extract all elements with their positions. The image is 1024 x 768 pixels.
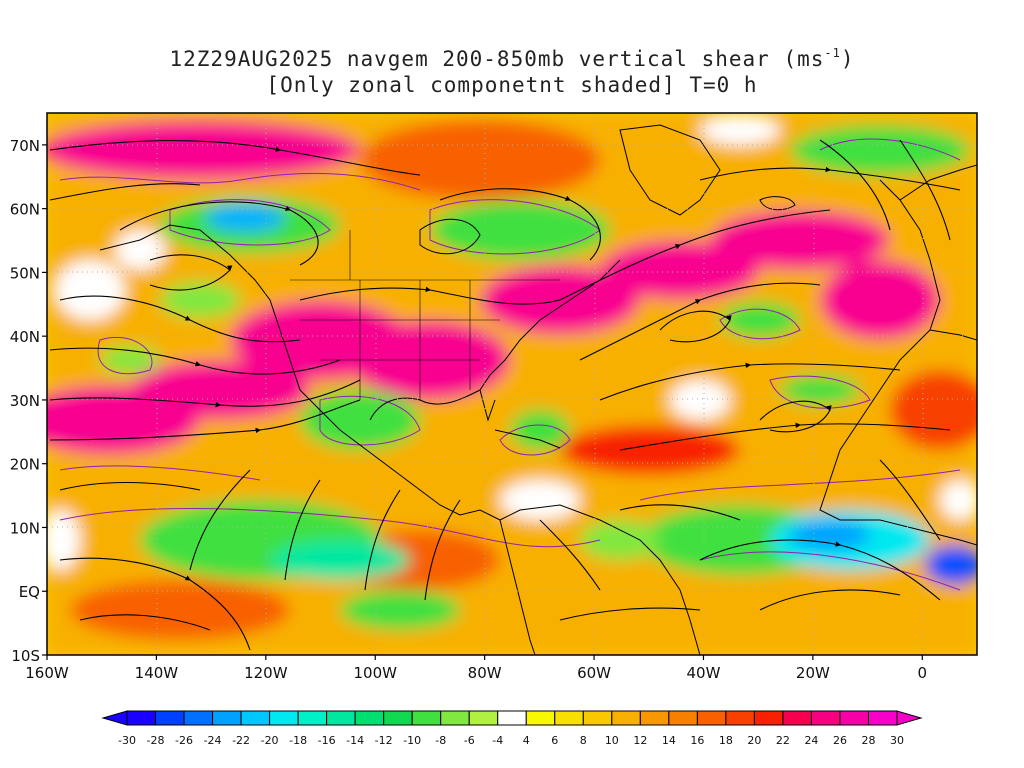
lat-label: 50N: [10, 264, 40, 282]
colorbar-swatch: [696, 710, 727, 726]
colorbar-label: 14: [662, 734, 676, 747]
colorbar-swatch: [810, 710, 841, 726]
colorbar-label: 22: [776, 734, 790, 747]
lon-label: 160W: [25, 664, 69, 682]
colorbar-swatch: [582, 710, 613, 726]
colorbar-label: 30: [890, 734, 904, 747]
colorbar-swatch: [297, 710, 328, 726]
colorbar-label: 24: [804, 734, 818, 747]
colorbar-swatch: [554, 710, 584, 726]
lat-label: 10N: [10, 519, 40, 537]
colorbar-label: -20: [261, 734, 279, 747]
colorbar-label: -16: [318, 734, 336, 747]
purple-contours: [59, 138, 961, 591]
colorbar-swatch: [354, 710, 385, 726]
title-close-paren: ): [840, 47, 855, 71]
colorbar-swatch: [212, 710, 242, 726]
colorbar-swatch: [468, 710, 499, 726]
colorbar-label: 16: [690, 734, 704, 747]
lon-label: 120W: [244, 664, 288, 682]
colorbar-swatch: [411, 710, 442, 726]
colorbar-swatch: [183, 710, 214, 726]
shading-layer: [47, 113, 977, 655]
colorbar-swatch: [639, 710, 670, 726]
colorbar-label: -4: [492, 734, 503, 747]
lat-label: 40N: [10, 328, 40, 346]
lat-label: 10S: [11, 647, 40, 665]
streamlines: [49, 139, 961, 651]
colorbar-label: 18: [719, 734, 733, 747]
colorbar-label: 8: [580, 734, 587, 747]
colorbar-label: 20: [747, 734, 761, 747]
lon-label: 20W: [796, 664, 830, 682]
colorbar-swatch: [611, 710, 641, 726]
lon-label: 60W: [577, 664, 611, 682]
colorbar-label: 4: [523, 734, 530, 747]
colorbar-label: -22: [232, 734, 250, 747]
political-boundaries: [290, 230, 560, 400]
graticule: [47, 113, 977, 655]
colorbar-swatch: [839, 710, 869, 726]
longitude-axis: 160W 140W 120W 100W 80W 60W 40W 20W 0: [25, 655, 927, 682]
colorbar-label: 28: [861, 734, 875, 747]
colorbar-swatch: [269, 710, 299, 726]
colorbar-swatch: [440, 710, 470, 726]
colorbar-swatch: [497, 710, 527, 726]
colorbar-label: -6: [464, 734, 475, 747]
lat-label: 60N: [10, 201, 40, 219]
map-frame: [46, 112, 978, 656]
lon-label: 100W: [354, 664, 398, 682]
shear-blobs: [47, 113, 977, 655]
colorbar-label: -12: [375, 734, 393, 747]
title-main: 12Z29AUG2025 navgem 200-850mb vertical s…: [169, 47, 825, 71]
colorbar-swatch: [126, 710, 157, 726]
lat-label: 30N: [10, 392, 40, 410]
colorbar-swatch: [240, 710, 271, 726]
colorbar-swatch: [383, 710, 413, 726]
lat-label: 20N: [10, 456, 40, 474]
title-line-2: [Only zonal componetnt shaded] T=0 h: [266, 73, 758, 97]
title-line-1: 12Z29AUG2025 navgem 200-850mb vertical s…: [0, 46, 1024, 71]
colorbar-label: -26: [175, 734, 193, 747]
lon-label: 0: [918, 664, 928, 682]
colorbar-low-arrow: [101, 710, 128, 726]
colorbar-label: 6: [551, 734, 558, 747]
colorbar-label: -30: [118, 734, 136, 747]
lat-label: EQ: [19, 583, 40, 601]
colorbar-label: -24: [204, 734, 222, 747]
lon-label: 80W: [468, 664, 502, 682]
colorbar-swatch: [753, 710, 784, 726]
colorbar-swatch: [525, 710, 556, 726]
lat-label: 70N: [10, 137, 40, 155]
colorbar-label: 10: [605, 734, 619, 747]
colorbar-label: -28: [147, 734, 165, 747]
colorbar-swatch: [782, 710, 812, 726]
lon-label: 40W: [687, 664, 721, 682]
lon-label: 140W: [135, 664, 179, 682]
colorbar-label: -10: [403, 734, 421, 747]
colorbar-label: -18: [289, 734, 307, 747]
colorbar-swatch: [725, 710, 755, 726]
title-units-superscript: -1: [824, 46, 841, 60]
latitude-axis: 70N 60N 50N 40N 30N 20N 10N EQ 10S: [10, 137, 47, 665]
colorbar-swatch: [155, 710, 185, 726]
colorbar-label: -8: [435, 734, 446, 747]
colorbar-label: 26: [833, 734, 847, 747]
colorbar-label: -14: [346, 734, 364, 747]
colorbar-swatch: [867, 710, 898, 726]
colorbar-label: 12: [633, 734, 647, 747]
colorbar-swatch: [326, 710, 356, 726]
colorbar: -30 -28 -26 -24 -22 -20 -18 -16 -14 -12 -10 -8 -6 -4 4…: [101, 710, 923, 747]
colorbar-swatch: [668, 710, 698, 726]
colorbar-high-arrow: [896, 710, 923, 726]
